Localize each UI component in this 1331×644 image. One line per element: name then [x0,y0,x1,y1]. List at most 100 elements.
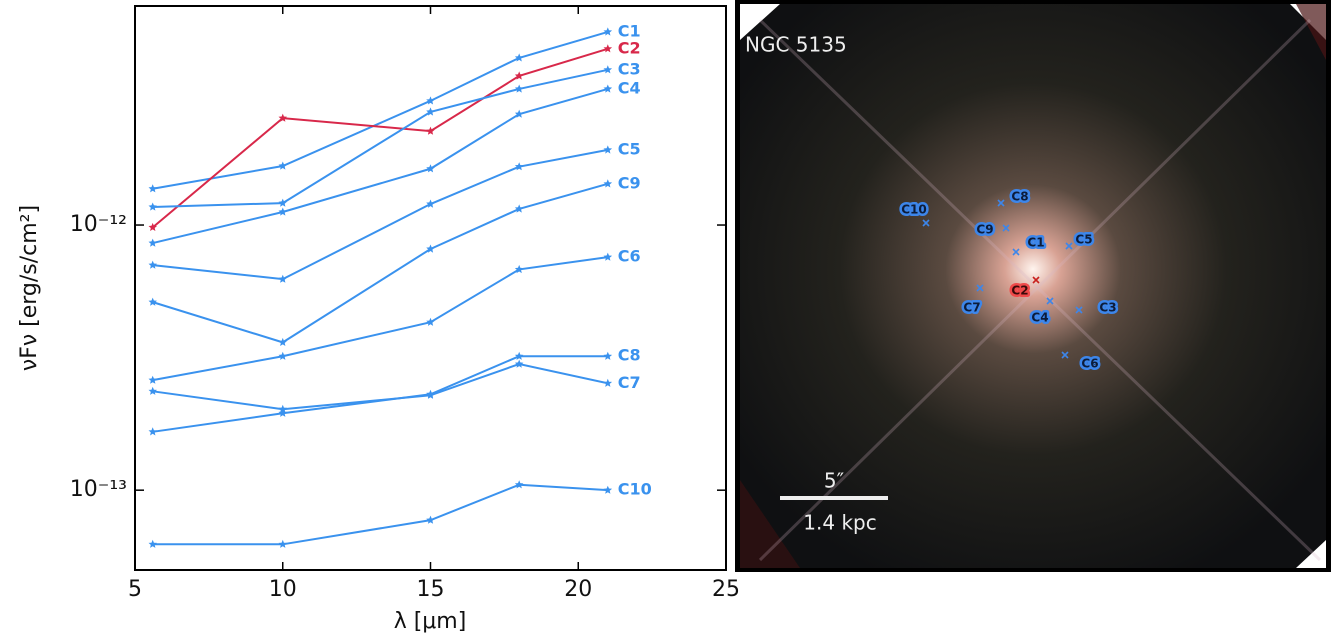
point-marker [603,27,613,36]
marker-label: C10 [901,203,927,217]
point-marker [278,408,287,417]
point-marker [603,378,613,387]
point-marker [603,65,613,74]
x-tick-label: 5 [128,577,142,602]
series-label: C7 [618,373,641,392]
position-cross [976,284,984,292]
position-cross [1002,224,1010,232]
marker-label: C3 [1099,301,1116,315]
position-cross [1032,276,1040,284]
position-cross [1065,242,1073,250]
edge [1296,4,1326,60]
series-line [152,483,608,546]
diffraction-spike [758,18,1312,562]
point-marker [603,485,613,494]
series-label: C5 [618,139,641,158]
image-glow [740,4,1326,568]
point-marker [514,480,524,489]
series-label: C1 [618,21,641,40]
point-marker [603,44,613,53]
point-marker [278,113,287,122]
series-line [152,182,609,344]
sky-image: NGC 5135 5″ 1.4 kpc C1 C2 C3 C4 C5 C6 C7 C8 C9 C1… [735,0,1331,572]
point-marker [278,161,287,170]
point-marker [603,351,613,360]
x-tick-label: 15 [417,577,445,602]
series: C5 [148,139,641,283]
image-title: NGC 5135 [745,33,847,57]
point-marker [603,179,613,188]
corner [740,4,780,40]
point-marker [278,539,287,548]
point-marker [148,260,157,269]
series-line [152,47,609,229]
point-marker [278,274,287,283]
point-marker [426,390,435,399]
point-marker [514,162,524,171]
diffraction-spike [758,18,1322,562]
marker-label: C2 [1011,284,1028,298]
series-label: C2 [618,38,641,57]
point-marker [278,207,287,216]
y-tick-label: 10⁻¹² [70,212,127,237]
point-marker [514,109,524,118]
y-tick-label: 10⁻¹³ [70,477,127,502]
point-marker [148,202,157,211]
point-marker [514,264,524,274]
x-tick-label: 25 [712,577,740,602]
series: C1 [148,21,641,193]
x-axis-label: λ [μm] [394,609,467,634]
series: C6 [148,247,641,384]
series-label: C8 [618,346,641,365]
position-cross [922,219,930,227]
point-marker [148,297,157,306]
point-marker [603,145,613,154]
point-marker [148,375,157,384]
point-marker [278,404,287,413]
position-cross [1075,306,1083,314]
point-marker [514,351,524,360]
series: C7 [148,359,641,413]
series-label: C4 [618,78,641,97]
series-line [152,87,609,245]
series: C3 [148,59,641,211]
x-tick-label: 20 [564,577,592,602]
point-marker [603,84,613,93]
series-line [152,256,608,382]
marker-label: C9 [976,223,993,237]
point-marker [426,126,435,135]
scale-distance: 1.4 kpc [803,511,876,535]
point-marker [148,222,157,231]
point-marker [514,84,524,93]
point-marker [514,71,524,80]
point-marker [426,244,435,253]
point-marker [603,252,613,261]
series: C2 [148,38,641,231]
marker-label: C5 [1075,233,1092,247]
position-cross [997,199,1005,207]
series: C8 [148,346,641,436]
point-marker [278,198,287,207]
position-cross [1012,248,1020,256]
point-marker [148,427,157,436]
point-marker [514,53,524,62]
series-label: C3 [618,59,641,78]
marker-label: C6 [1081,357,1098,371]
point-marker [148,386,157,395]
series-line [152,30,609,190]
point-marker [514,204,524,213]
marker-label: C4 [1031,311,1048,325]
point-marker [426,199,435,208]
point-marker [426,164,435,173]
position-cross [1061,351,1069,359]
series-line [152,68,609,208]
series-line [152,363,609,411]
x-tick-label: 10 [269,577,297,602]
series: C10 [148,480,652,548]
scale-angle: 5″ [824,469,844,493]
marker-label: C8 [1011,190,1028,204]
point-marker [278,351,287,360]
point-marker [148,539,157,548]
point-marker [148,238,157,247]
